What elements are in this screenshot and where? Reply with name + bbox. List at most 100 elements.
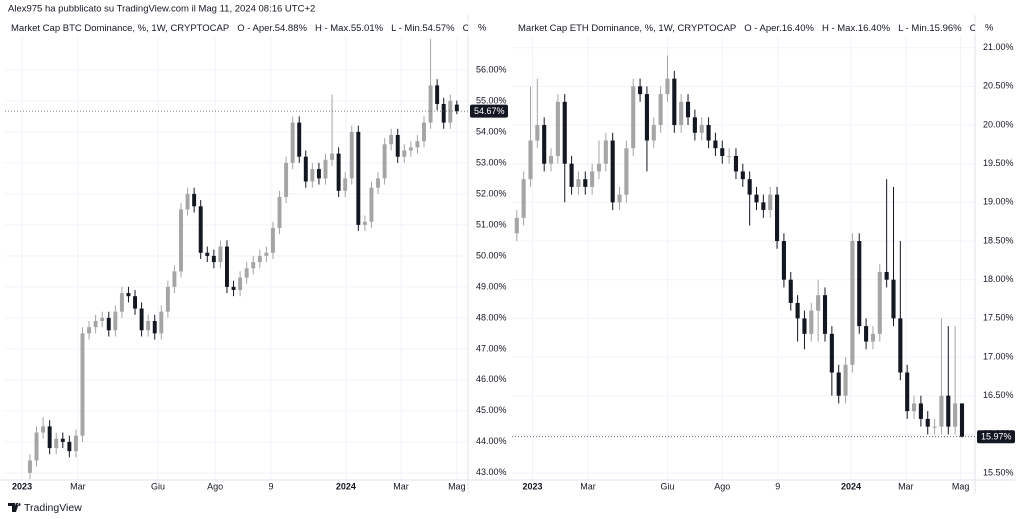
candle-body: [679, 101, 684, 126]
candle-body: [727, 155, 732, 157]
x-tick-label: Giu: [151, 481, 165, 491]
y-tick-label: 16.50%: [983, 390, 1014, 400]
candle-body: [454, 104, 459, 112]
y-tick-label: 18.00%: [983, 274, 1014, 284]
y-tick-label: 18.50%: [983, 235, 1014, 245]
candle-body: [205, 252, 210, 256]
x-tick-label: Mag: [448, 481, 466, 491]
y-tick-label: 56.00%: [476, 64, 507, 74]
y-tick-label: 55.00%: [476, 95, 507, 105]
candle-body: [953, 403, 958, 427]
candle-body: [857, 241, 862, 327]
y-tick-label: 45.00%: [476, 405, 507, 415]
y-tick-label: 46.00%: [476, 374, 507, 384]
y-tick-label: 49.00%: [476, 281, 507, 291]
candle-body: [297, 122, 302, 157]
legend-ohlc: H - Max.55.01%: [315, 23, 384, 34]
candle-body: [428, 85, 433, 123]
candle-body: [631, 86, 636, 149]
legend-ohlc: L - Min.15.96%: [898, 23, 962, 34]
candle-body: [356, 131, 361, 225]
candle-body: [133, 296, 138, 309]
candle-body: [754, 194, 759, 203]
y-tick-label: 48.00%: [476, 312, 507, 322]
legend-bg: [5, 20, 468, 36]
logo-icon: [8, 503, 21, 512]
candle-body: [198, 206, 203, 253]
candle-body: [448, 100, 453, 123]
candle-body: [284, 162, 289, 197]
x-tick-label: Ago: [714, 481, 730, 491]
candle-body: [747, 179, 752, 195]
candle-body: [829, 333, 834, 373]
legend-ohlc: O - Aper.54.88%: [237, 23, 307, 34]
candle-body: [238, 277, 243, 290]
candle-body: [850, 241, 855, 365]
candle-body: [775, 194, 780, 242]
candle-body: [159, 311, 164, 334]
candle-body: [192, 193, 197, 207]
candle-body: [119, 293, 124, 312]
last-price-label: 15.97%: [981, 432, 1012, 442]
candle-body: [179, 209, 183, 272]
candle-body: [809, 310, 814, 334]
axis-unit: %: [478, 23, 487, 34]
candle-body: [257, 255, 262, 263]
candle-body: [54, 438, 59, 449]
candle-body: [870, 333, 876, 342]
candle-body: [617, 194, 622, 203]
legend-ohlc: C - Chius.15.97%...: [970, 23, 1024, 34]
candle-body: [713, 140, 718, 149]
candle-body: [569, 163, 574, 187]
candle-body: [699, 125, 704, 133]
legend-ohlc: C - Chius.54.67%...: [463, 23, 545, 34]
last-price-badge: [977, 430, 1015, 444]
candle-body: [27, 460, 32, 473]
candle-body: [788, 279, 793, 303]
x-tick-label: 2024: [336, 481, 356, 491]
legend-text: Market Cap ETH Dominance, %, 1W, CRYPTOC…: [518, 23, 1024, 34]
candle-body: [562, 101, 567, 164]
candle-body: [610, 140, 615, 203]
candle-body: [369, 187, 374, 222]
last-price-badge: [470, 104, 508, 118]
candle-body: [918, 403, 923, 419]
last-price-label: 54.67%: [474, 106, 505, 116]
candle-body: [113, 311, 118, 331]
candle-body: [884, 271, 889, 280]
y-tick-label: 52.00%: [476, 188, 507, 198]
footer-brand: TradingView: [24, 502, 82, 514]
candle-body: [100, 317, 105, 321]
candle-body: [514, 217, 519, 234]
candle-body: [408, 147, 413, 151]
candle-body: [925, 418, 930, 427]
candle-body: [596, 163, 602, 172]
candle-body: [576, 179, 581, 187]
candle-body: [535, 125, 540, 141]
x-tick-label: 2023: [523, 481, 543, 491]
candle-body: [946, 395, 951, 427]
candle-body: [376, 178, 380, 188]
candle-body: [382, 144, 387, 179]
candle-body: [80, 333, 85, 436]
candle-body: [672, 78, 677, 126]
candle-body: [415, 141, 420, 148]
candle-body: [603, 140, 608, 164]
y-tick-label: 21.00%: [983, 42, 1014, 52]
candle-body: [60, 438, 65, 442]
candle-body: [330, 153, 335, 160]
footer-logo: TradingView: [8, 502, 82, 514]
legend-ohlc: L - Min.54.57%: [391, 23, 455, 34]
candle-body: [362, 221, 367, 225]
candle-body: [270, 227, 275, 253]
candle-body: [310, 169, 315, 182]
y-tick-label: 44.00%: [476, 436, 507, 446]
legend: Market Cap ETH Dominance, %, 1W, CRYPTOC…: [512, 20, 1024, 36]
y-tick-label: 17.50%: [983, 313, 1014, 323]
candle-body: [172, 271, 177, 287]
x-tick-label: Mag: [952, 481, 970, 491]
chart: 15.50%16.00%16.50%17.00%17.50%18.00%18.5…: [507, 15, 1024, 494]
x-tick-label: Mar: [580, 481, 596, 491]
candle-body: [959, 403, 965, 437]
